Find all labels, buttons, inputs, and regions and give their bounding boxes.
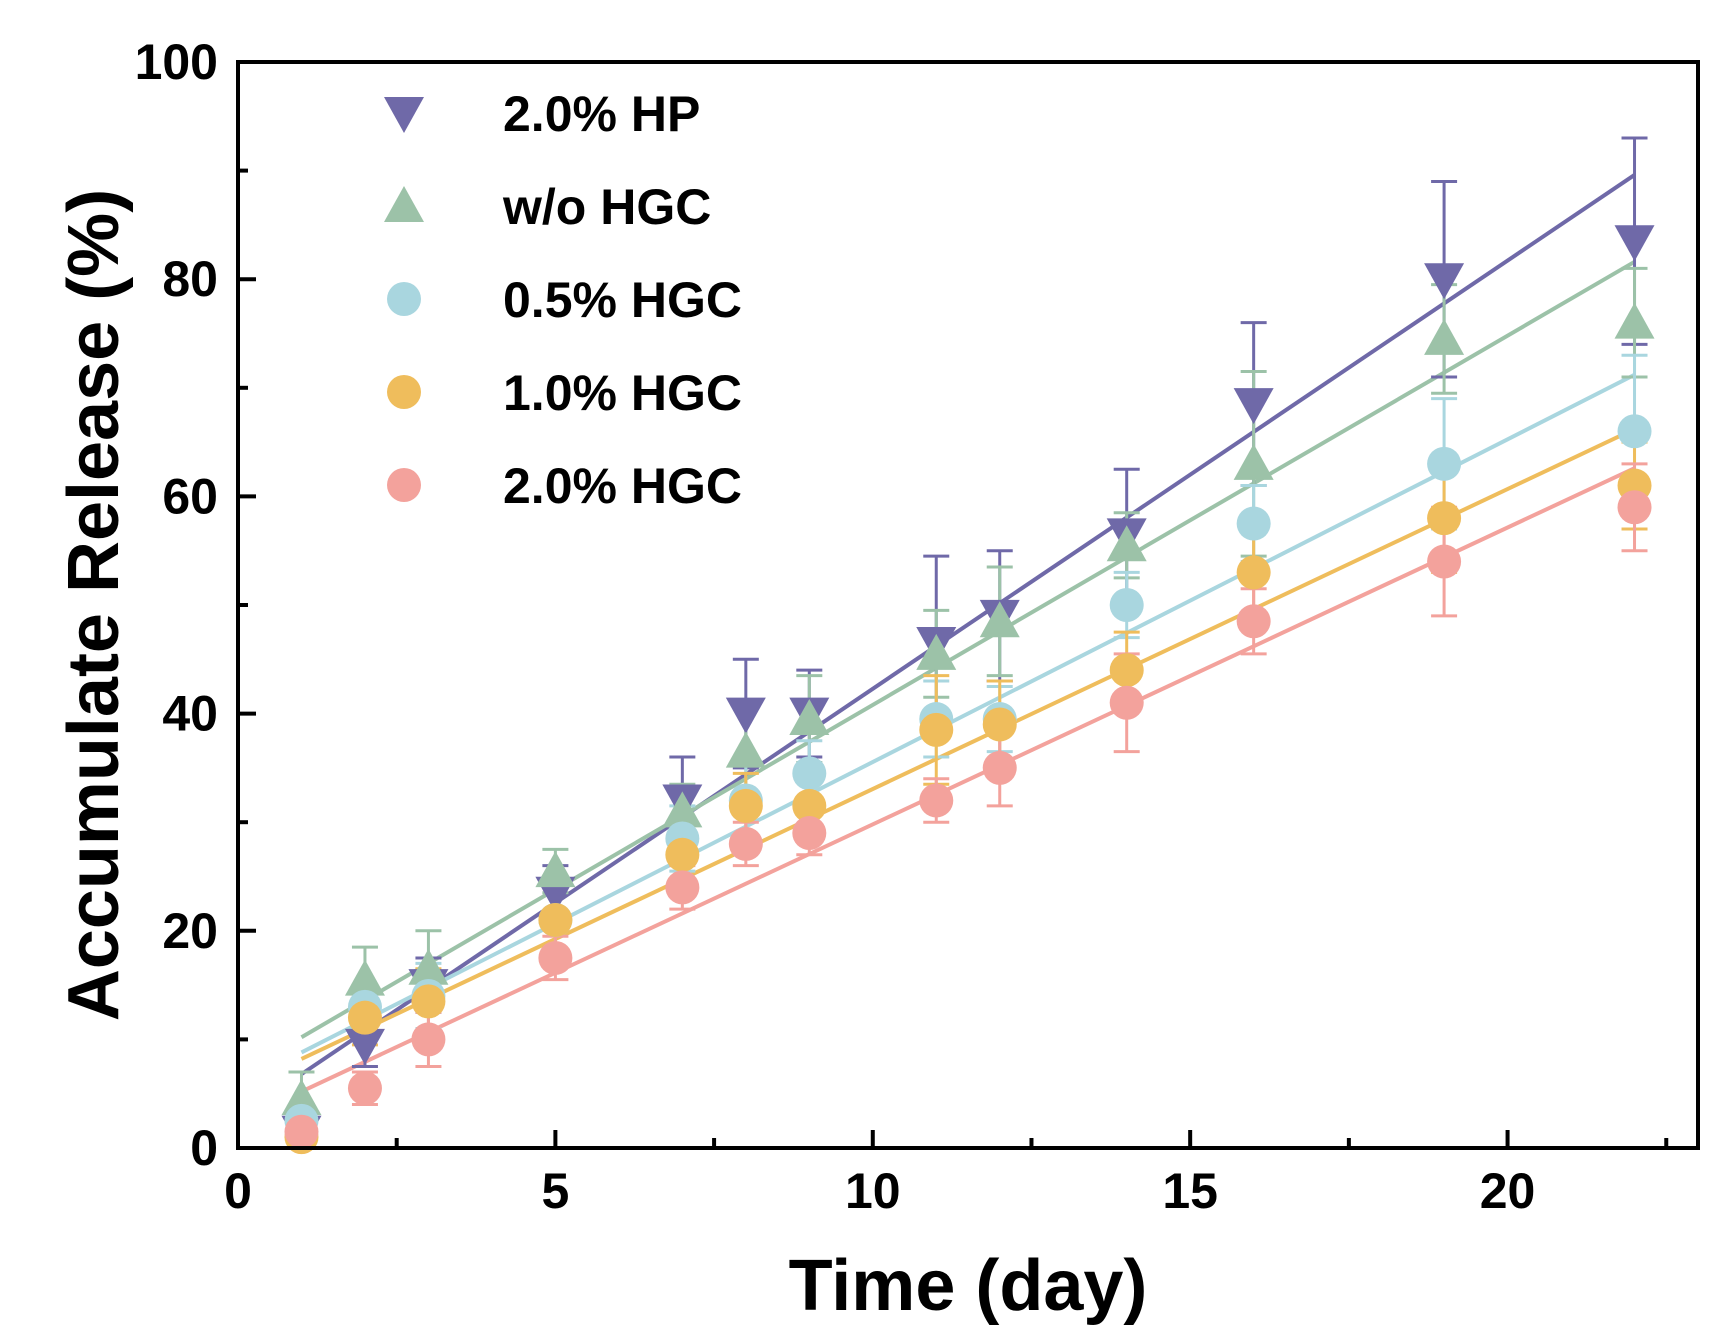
- series-1-point: [725, 697, 766, 734]
- series-1-legend-marker: [384, 97, 424, 133]
- series-5-point: [1617, 490, 1652, 525]
- legend: 2.0% HP w/o HGC 0.5% HGC 1.0% HGC 2.0% HGC: [384, 86, 742, 514]
- series-2-point: [344, 959, 385, 996]
- series-2-point: [1233, 443, 1274, 480]
- series-3-point: [1617, 414, 1652, 449]
- series-1-point: [1614, 225, 1655, 262]
- series-4-point: [347, 1000, 382, 1035]
- series-5-point: [665, 870, 700, 905]
- series-2-point: [408, 948, 449, 985]
- series-3-legend-label: 0.5% HGC: [503, 272, 742, 328]
- x-tick-label: 0: [224, 1163, 252, 1219]
- series-5-point: [347, 1071, 382, 1106]
- series-1-point: [1424, 263, 1465, 300]
- x-tick-label: 10: [845, 1163, 901, 1219]
- series-3-point: [792, 756, 827, 791]
- series-5-point: [538, 940, 573, 975]
- series-2-point: [725, 731, 766, 768]
- series-2-point: [916, 633, 957, 670]
- series-5-point: [1427, 544, 1462, 579]
- y-tick-label: 80: [162, 251, 218, 307]
- series-4-legend-marker: [387, 375, 421, 409]
- series-5-fit-line: [300, 466, 1636, 1094]
- series-4-point: [411, 984, 446, 1019]
- series-2-point: [789, 699, 830, 736]
- series-4-fit-line: [300, 427, 1636, 1061]
- series-5-point: [284, 1114, 319, 1149]
- series-3-point: [1427, 446, 1462, 481]
- series-5-point: [728, 826, 763, 861]
- series-2-point: [1106, 525, 1147, 562]
- x-tick-label: 20: [1480, 1163, 1536, 1219]
- y-tick-label: 0: [190, 1120, 218, 1176]
- x-axis-label: Time (day): [789, 1246, 1148, 1326]
- series-2-point: [1424, 318, 1465, 355]
- data-markers: [281, 225, 1655, 1155]
- series-2-point: [535, 851, 576, 888]
- series-5-point: [982, 750, 1017, 785]
- series-2-point: [1614, 302, 1655, 339]
- series-2-point: [662, 791, 703, 828]
- y-tick-label: 100: [135, 34, 218, 90]
- series-5-point: [411, 1022, 446, 1057]
- series-5-legend-marker: [387, 468, 421, 502]
- series-3-point: [1236, 506, 1271, 541]
- series-5-point: [1109, 685, 1144, 720]
- series-4-legend-label: 1.0% HGC: [503, 365, 742, 421]
- series-1-fit-line: [300, 173, 1636, 1076]
- series-4-point: [1109, 653, 1144, 688]
- series-2-point: [979, 601, 1020, 638]
- series-5-point: [919, 783, 954, 818]
- series-3-fit-line: [300, 372, 1636, 1055]
- series-4-point: [538, 902, 573, 937]
- series-4-point: [982, 707, 1017, 742]
- y-tick-label: 60: [162, 468, 218, 524]
- series-5-point: [1236, 604, 1271, 639]
- series-4-point: [665, 837, 700, 872]
- series-5-legend-label: 2.0% HGC: [503, 458, 742, 514]
- series-2-fit-line: [300, 260, 1636, 1039]
- series-3-point: [1109, 588, 1144, 622]
- y-tick-label: 20: [162, 903, 218, 959]
- series-2-legend-marker: [384, 186, 424, 222]
- series-2-legend-label: w/o HGC: [502, 179, 711, 235]
- axis-ticks: 0 5 10 15 20 0 20 40 60 80 100: [135, 34, 1669, 1219]
- series-1-point: [1233, 388, 1274, 425]
- fit-lines: [300, 173, 1636, 1094]
- series-4-point: [1427, 501, 1462, 536]
- x-tick-label: 5: [541, 1163, 569, 1219]
- x-tick-label: 15: [1162, 1163, 1218, 1219]
- series-4-point: [1236, 555, 1271, 590]
- series-4-point: [919, 712, 954, 747]
- series-3-legend-marker: [387, 282, 421, 316]
- y-tick-label: 40: [162, 686, 218, 742]
- series-4-point: [728, 788, 763, 823]
- y-axis-label: Accumulate Release (%): [54, 189, 134, 1021]
- series-2-point: [281, 1079, 322, 1116]
- series-5-point: [792, 816, 827, 851]
- series-1-point: [344, 1028, 385, 1065]
- series-4-point: [792, 788, 827, 823]
- series-1-legend-label: 2.0% HP: [503, 86, 700, 142]
